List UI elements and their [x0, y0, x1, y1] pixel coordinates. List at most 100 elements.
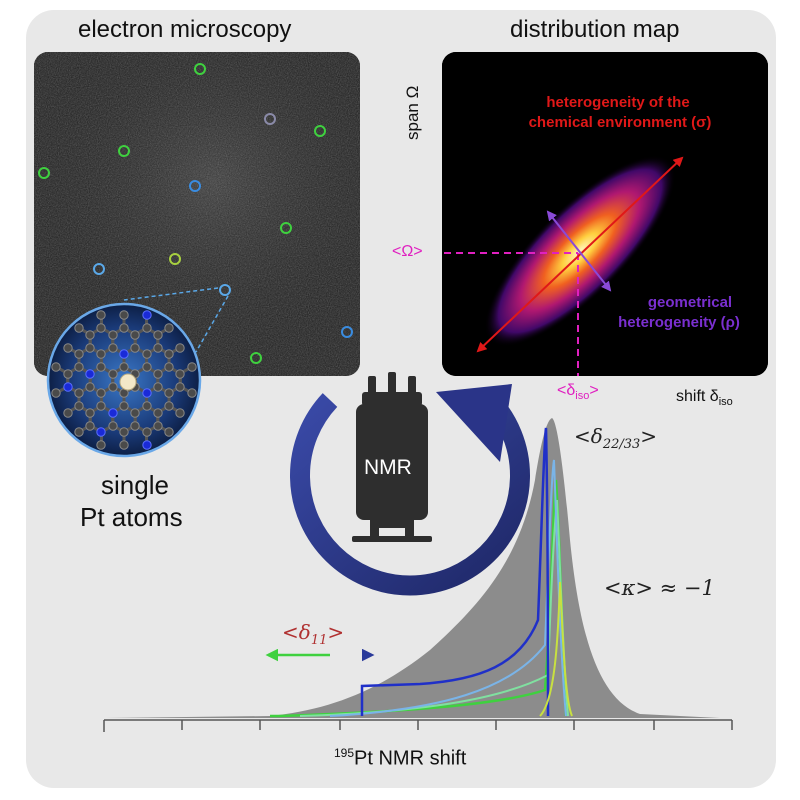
carbon-atom	[187, 388, 197, 398]
atom-marker	[219, 284, 231, 296]
nmr-spectrum	[106, 418, 720, 718]
carbon-atom	[175, 369, 185, 379]
single-label: single	[101, 470, 169, 500]
atom-marker	[264, 113, 276, 125]
carbon-atom	[51, 388, 61, 398]
atom-marker	[93, 263, 105, 275]
carbon-atom	[119, 440, 129, 450]
atom-marker	[250, 352, 262, 364]
nitrogen-atom	[96, 427, 106, 437]
atom-marker	[169, 253, 181, 265]
d11-label: <δ11>	[282, 620, 345, 648]
carbon-atom	[96, 349, 106, 359]
carbon-atom	[164, 362, 174, 372]
carbon-atom	[142, 349, 152, 359]
zoom-line	[195, 295, 229, 353]
carbon-atom	[74, 362, 84, 372]
atom-marker	[280, 222, 292, 234]
carbon-atom	[153, 343, 163, 353]
carbon-atom	[164, 349, 174, 359]
carbon-atom	[108, 343, 118, 353]
nitrogen-atom	[63, 382, 73, 392]
carbon-atom	[85, 330, 95, 340]
carbon-atom	[175, 343, 185, 353]
diso-mean-label: <δiso>	[557, 382, 599, 403]
carbon-atom	[85, 421, 95, 431]
atom-marker	[189, 180, 201, 192]
carbon-atom	[108, 330, 118, 340]
carbon-atom	[85, 343, 95, 353]
geometric-heterogeneity-arrow	[546, 210, 612, 292]
carbon-atom	[142, 362, 152, 372]
shift-axis-label: shift δiso	[676, 388, 733, 409]
carbon-atom	[63, 408, 73, 418]
nitrogen-atom	[142, 440, 152, 450]
carbon-atom	[85, 382, 95, 392]
span-axis-label: span Ω	[403, 85, 422, 140]
carbon-atom	[85, 408, 95, 418]
carbon-atom	[74, 349, 84, 359]
atom-marker	[314, 125, 326, 137]
x-axis-label: 195Pt NMR shift	[334, 746, 467, 770]
carbon-atom	[96, 362, 106, 372]
carbon-atom	[153, 382, 163, 392]
carbon-atom	[119, 310, 129, 320]
geo-heterogeneity-line2: heterogeneity (ρ)	[618, 314, 740, 331]
graphene-pt-molecule-icon	[46, 302, 202, 458]
d2233-label: <δ22/33>	[574, 424, 658, 452]
carbon-atom	[119, 323, 129, 333]
nmr-label: NMR	[364, 456, 412, 479]
chem-heterogeneity-line1: heterogeneity of the	[546, 94, 690, 111]
carbon-atom	[164, 427, 174, 437]
carbon-atom	[96, 401, 106, 411]
spectrum-line-yellow	[539, 581, 573, 717]
nitrogen-atom	[85, 369, 95, 379]
carbon-atom	[130, 330, 140, 340]
carbon-atom	[130, 343, 140, 353]
nitrogen-atom	[142, 388, 152, 398]
omega-mean-label: <Ω>	[392, 243, 423, 260]
nmr-magnet-icon	[352, 372, 432, 542]
carbon-atom	[142, 323, 152, 333]
carbon-atom	[96, 388, 106, 398]
carbon-atom	[153, 421, 163, 431]
carbon-atom	[74, 323, 84, 333]
title-electron-microscopy: electron microscopy	[78, 16, 292, 43]
spectrum-envelope	[106, 418, 720, 718]
carbon-atom	[153, 408, 163, 418]
chem-heterogeneity-line2: chemical environment (σ)	[528, 114, 712, 131]
nitrogen-atom	[119, 349, 129, 359]
carbon-atom	[130, 408, 140, 418]
carbon-atom	[164, 323, 174, 333]
carbon-atom	[119, 401, 129, 411]
carbon-atom	[96, 310, 106, 320]
carbon-atom	[96, 323, 106, 333]
geo-heterogeneity-line1: geometrical	[647, 294, 733, 311]
spectrum-line-blue	[360, 427, 550, 717]
carbon-atom	[142, 427, 152, 437]
nitrogen-atom	[108, 408, 118, 418]
pt-atoms-label: Pt atoms	[80, 502, 183, 532]
carbon-atom	[153, 369, 163, 379]
carbon-atom	[108, 421, 118, 431]
x-axis	[103, 719, 733, 732]
carbon-atom	[74, 388, 84, 398]
carbon-atom	[51, 362, 61, 372]
carbon-atom	[175, 382, 185, 392]
carbon-atom	[130, 421, 140, 431]
kappa-label: <κ> ≈ −1	[604, 576, 715, 600]
atom-marker	[38, 167, 50, 179]
nitrogen-atom	[142, 310, 152, 320]
carbon-atom	[108, 382, 118, 392]
carbon-atom	[74, 427, 84, 437]
zoom-line	[123, 287, 219, 301]
circular-arrow-icon	[290, 384, 530, 596]
title-distribution-map: distribution map	[510, 16, 680, 43]
carbon-atom	[63, 369, 73, 379]
atom-marker	[194, 63, 206, 75]
carbon-atom	[164, 388, 174, 398]
carbon-atom	[153, 330, 163, 340]
carbon-atom	[119, 362, 129, 372]
carbon-atom	[164, 401, 174, 411]
